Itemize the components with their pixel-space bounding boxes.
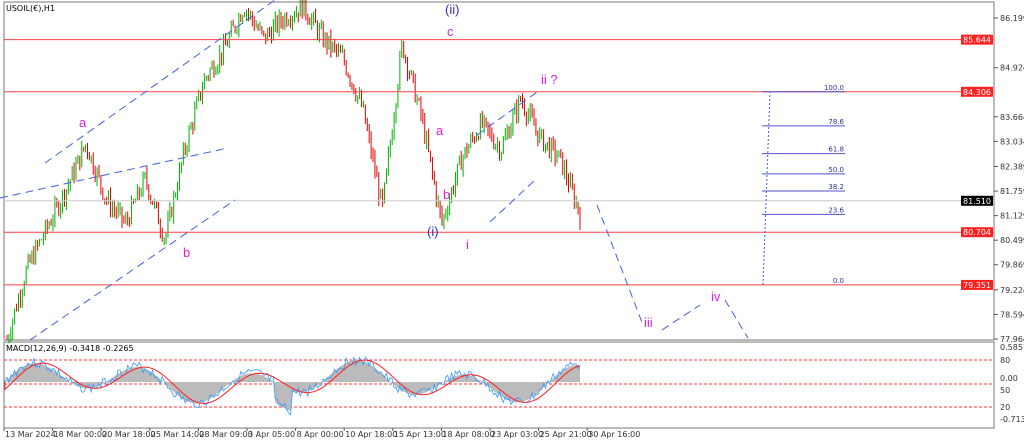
symbol-title: USOIL(€),H1 — [6, 4, 56, 13]
time-tick-label: 18 Mar 00:00 — [54, 430, 107, 439]
fib-level-label: 50.0 — [828, 166, 844, 174]
macd-tick-label: 50 — [1000, 386, 1010, 395]
macd-tick-label: 0.00 — [1000, 374, 1018, 383]
price-tick-label: 77.964 — [1000, 335, 1024, 344]
macd-line — [4, 356, 581, 416]
wave-label: b — [183, 245, 191, 260]
price-tick-label: 81.759 — [1000, 187, 1024, 196]
wave-label: i — [466, 237, 469, 252]
macd-histogram — [5, 360, 580, 411]
wave-label: iii — [644, 315, 653, 330]
fib-level-label: 0.0 — [833, 277, 844, 285]
wave-label: iv — [711, 289, 721, 304]
macd-tick-label: 20 — [1000, 403, 1010, 412]
price-tick-label: 78.594 — [1000, 310, 1024, 319]
price-tick-label: 79.224 — [1000, 286, 1024, 295]
level-tag — [961, 227, 993, 238]
time-tick-label: 15 Apr 13:00 — [394, 430, 446, 439]
level-tag-label: 85.644 — [963, 36, 991, 45]
wave-label: (i) — [427, 224, 439, 239]
time-tick-label: 8 Apr 00:00 — [297, 430, 344, 439]
wave-label: a — [436, 123, 444, 138]
time-tick-label: 23 Apr 03:00 — [491, 430, 543, 439]
fib-level-label: 61.8 — [828, 146, 844, 154]
macd-label: MACD(12,26,9) -0.3418 -0.2265 — [6, 344, 134, 353]
level-tag-label: 84.306 — [963, 88, 991, 97]
fib-level-label: 23.6 — [828, 206, 844, 214]
wave-label: b — [443, 187, 451, 202]
time-tick-label: 30 Apr 16:00 — [588, 430, 640, 439]
trend-line — [29, 199, 236, 341]
macd-tick-label: 0.5857 — [1000, 343, 1024, 352]
wave-label: a — [79, 115, 87, 130]
time-tick-label: 25 Mar 14:00 — [151, 430, 204, 439]
trend-line — [489, 179, 536, 223]
wave-label: ii ? — [541, 72, 558, 87]
trend-line — [596, 204, 644, 326]
macd-tick-label: 80 — [1000, 356, 1010, 365]
price-tick-label: 80.499 — [1000, 236, 1024, 245]
macd-signal-line — [4, 359, 581, 404]
time-tick-label: 20 Mar 18:00 — [102, 430, 155, 439]
fib-trend-line — [762, 91, 771, 285]
time-tick-label: 13 Mar 2024 — [5, 430, 56, 439]
trend-line — [44, 0, 276, 164]
price-tick-label: 84.924 — [1000, 64, 1024, 73]
wave-label: (ii) — [445, 2, 460, 17]
macd-tick-label: -0.7133 — [1000, 415, 1024, 424]
level-tag — [961, 279, 993, 290]
time-tick-label: 25 Apr 21:00 — [540, 430, 592, 439]
macd-pane — [3, 341, 995, 429]
time-tick-label: 18 Apr 08:00 — [442, 430, 494, 439]
price-tick-label: 79.869 — [1000, 261, 1024, 270]
price-tick-label: 82.389 — [1000, 163, 1024, 172]
fib-level-label: 38.2 — [828, 183, 844, 191]
current-price-label: 81.510 — [963, 197, 991, 206]
level-tag — [961, 34, 993, 45]
trend-line — [724, 299, 749, 339]
price-tick-label: 81.129 — [1000, 212, 1024, 221]
price-tick-label: 86.199 — [1000, 14, 1024, 23]
level-tag-label: 79.351 — [963, 281, 991, 290]
price-tick-label: 83.664 — [1000, 113, 1024, 122]
level-tag-label: 80.704 — [963, 228, 991, 237]
fib-level-label: 78.6 — [828, 118, 844, 126]
time-tick-label: 28 Mar 09:00 — [199, 430, 252, 439]
price-pane — [3, 1, 995, 341]
level-tag — [961, 86, 993, 97]
current-price-tag — [961, 195, 993, 206]
time-tick-label: 10 Apr 18:00 — [345, 430, 397, 439]
wave-label: c — [447, 24, 454, 39]
price-tick-label: 83.034 — [1000, 137, 1024, 146]
time-tick-label: 3 Apr 05:00 — [248, 430, 295, 439]
fib-level-label: 100.0 — [824, 84, 844, 92]
trend-line — [0, 147, 229, 199]
trend-line — [661, 304, 701, 331]
